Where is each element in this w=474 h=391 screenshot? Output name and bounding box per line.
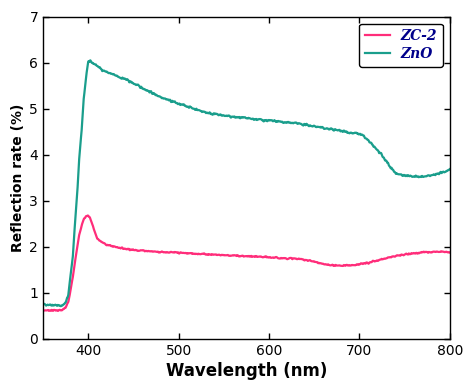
ZC-2 bbox=[50, 308, 56, 313]
ZC-2 bbox=[64, 303, 69, 308]
ZnO bbox=[128, 79, 133, 84]
X-axis label: Wavelength (nm): Wavelength (nm) bbox=[166, 362, 327, 380]
ZC-2 bbox=[209, 253, 214, 257]
ZC-2 bbox=[447, 250, 453, 255]
ZnO bbox=[87, 58, 93, 63]
ZnO bbox=[209, 111, 214, 116]
ZC-2 bbox=[128, 248, 133, 252]
ZnO bbox=[193, 108, 199, 112]
ZC-2 bbox=[207, 252, 212, 256]
ZnO bbox=[318, 125, 324, 130]
ZC-2 bbox=[85, 213, 91, 218]
Line: ZC-2: ZC-2 bbox=[43, 215, 450, 311]
ZC-2 bbox=[40, 307, 46, 312]
Legend: ZC-2, ZnO: ZC-2, ZnO bbox=[359, 23, 443, 67]
ZnO bbox=[64, 297, 69, 302]
ZC-2 bbox=[318, 261, 324, 265]
ZnO bbox=[447, 167, 453, 172]
Line: ZnO: ZnO bbox=[43, 60, 450, 306]
ZC-2 bbox=[193, 252, 199, 256]
ZnO bbox=[207, 110, 212, 115]
ZnO bbox=[58, 304, 64, 308]
ZnO bbox=[40, 301, 46, 306]
Y-axis label: Reflection rate (%): Reflection rate (%) bbox=[11, 104, 25, 252]
